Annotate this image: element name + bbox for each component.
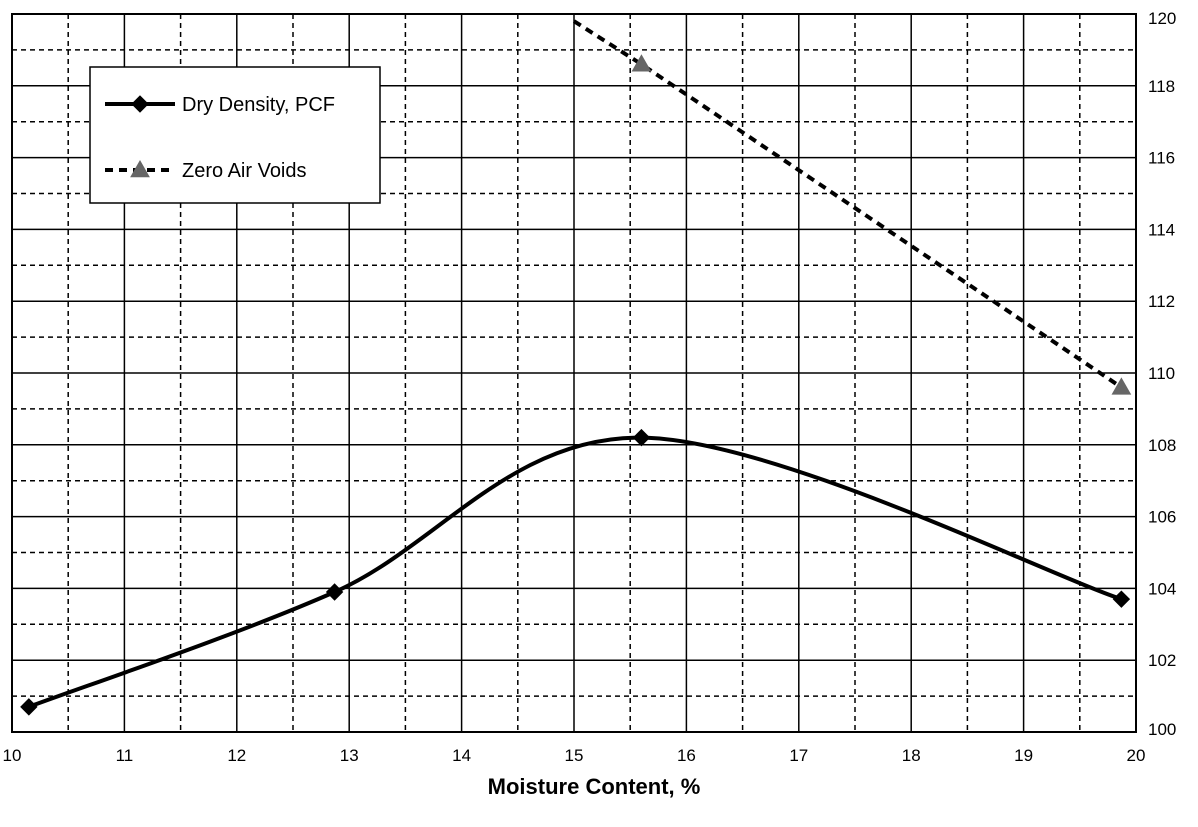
x-tick-label: 11 bbox=[116, 746, 134, 765]
series-line-0 bbox=[28, 435, 1123, 709]
x-tick-label: 12 bbox=[227, 746, 246, 765]
y-tick-label: 108 bbox=[1148, 436, 1176, 455]
data-point-0-0 bbox=[20, 698, 38, 716]
series-0 bbox=[20, 428, 1131, 716]
y-tick-label: 110 bbox=[1148, 364, 1175, 383]
y-tick-labels: 100 102 104 106 108 110 112 114 116 118 120 bbox=[1148, 9, 1176, 739]
x-tick-label: 17 bbox=[789, 746, 808, 765]
legend-marker bbox=[131, 95, 149, 113]
x-tick-labels: 10 11 12 13 14 15 16 17 18 19 20 bbox=[3, 746, 1146, 765]
y-tick-label: 112 bbox=[1148, 292, 1175, 311]
x-tick-label: 13 bbox=[340, 746, 359, 765]
x-tick-label: 19 bbox=[1014, 746, 1033, 765]
data-point-0-2 bbox=[632, 428, 651, 447]
x-tick-label: 18 bbox=[902, 746, 921, 765]
data-point-0-1 bbox=[325, 583, 344, 601]
legend-label: Dry Density, PCF bbox=[182, 94, 335, 116]
x-tick-label: 10 bbox=[3, 746, 22, 765]
x-tick-label: 14 bbox=[452, 746, 471, 765]
y-tick-label: 116 bbox=[1148, 149, 1175, 168]
data-point-1-1 bbox=[631, 54, 652, 72]
y-tick-label: 100 bbox=[1148, 720, 1176, 739]
legend: Dry Density, PCF Zero Air Voids bbox=[89, 66, 381, 204]
series-layer bbox=[20, 19, 1132, 716]
y-tick-label: 102 bbox=[1148, 651, 1176, 670]
y-tick-label: 114 bbox=[1148, 220, 1175, 239]
x-tick-label: 20 bbox=[1127, 746, 1146, 765]
y-tick-label: 118 bbox=[1148, 77, 1175, 96]
legend-box bbox=[89, 66, 381, 204]
legend-label: Zero Air Voids bbox=[182, 160, 307, 182]
x-tick-label: 15 bbox=[565, 746, 584, 765]
series-1 bbox=[572, 19, 1132, 395]
y-tick-label: 104 bbox=[1148, 579, 1176, 598]
plot-frame bbox=[11, 13, 1137, 733]
legend-marker bbox=[130, 159, 150, 178]
legend-entries: Dry Density, PCF Zero Air Voids bbox=[105, 94, 335, 182]
legend-entry-0: Dry Density, PCF bbox=[105, 94, 335, 116]
data-point-0-3 bbox=[1112, 590, 1131, 608]
series-line-1 bbox=[572, 19, 1123, 390]
y-tick-label: 120 bbox=[1148, 9, 1176, 28]
y-tick-label: 106 bbox=[1148, 508, 1176, 527]
x-tick-label: 16 bbox=[677, 746, 696, 765]
data-point-1-2 bbox=[1111, 377, 1132, 395]
x-axis-title: Moisture Content, % bbox=[488, 774, 701, 799]
legend-entry-1: Zero Air Voids bbox=[105, 159, 307, 182]
